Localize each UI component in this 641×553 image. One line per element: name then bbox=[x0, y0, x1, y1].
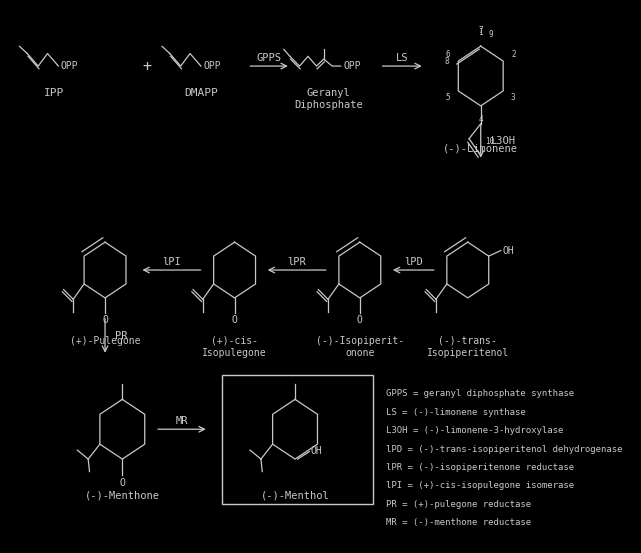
Text: +: + bbox=[142, 59, 151, 74]
Text: lPR = (-)-isopiperitenone reductase: lPR = (-)-isopiperitenone reductase bbox=[386, 463, 574, 472]
Text: IPP: IPP bbox=[44, 88, 64, 98]
Text: 3: 3 bbox=[511, 93, 515, 102]
Text: lPR: lPR bbox=[287, 257, 306, 267]
Text: (-)-Menthone: (-)-Menthone bbox=[85, 491, 160, 501]
Bar bbox=[222, 374, 373, 504]
Text: GPPS: GPPS bbox=[256, 53, 281, 63]
Text: PR: PR bbox=[115, 331, 128, 341]
Text: (-)-Limonene: (-)-Limonene bbox=[443, 144, 518, 154]
Text: OH: OH bbox=[502, 246, 514, 255]
Text: lPI = (+)-cis-isopulegone isomerase: lPI = (+)-cis-isopulegone isomerase bbox=[386, 482, 574, 491]
Text: LS: LS bbox=[396, 53, 408, 63]
Text: 4: 4 bbox=[478, 115, 483, 124]
Text: 9: 9 bbox=[489, 30, 494, 39]
Text: (+)-Pulegone: (+)-Pulegone bbox=[70, 336, 140, 346]
Text: OH: OH bbox=[311, 446, 322, 456]
Text: O: O bbox=[102, 315, 108, 325]
Text: L3OH: L3OH bbox=[491, 135, 516, 145]
Text: O: O bbox=[357, 315, 363, 325]
Text: lPI: lPI bbox=[162, 257, 181, 267]
Text: 2: 2 bbox=[511, 50, 515, 59]
Text: MR = (-)-menthone reductase: MR = (-)-menthone reductase bbox=[386, 518, 531, 527]
Text: OPP: OPP bbox=[343, 61, 361, 71]
Text: (+)-cis-
Isopulegone: (+)-cis- Isopulegone bbox=[203, 336, 267, 358]
Text: MR: MR bbox=[176, 416, 188, 426]
Text: (-)-Menthol: (-)-Menthol bbox=[261, 491, 329, 501]
Text: O: O bbox=[231, 315, 238, 325]
Text: LS = (-)-limonene synthase: LS = (-)-limonene synthase bbox=[386, 408, 526, 417]
Text: O: O bbox=[119, 478, 125, 488]
Text: (-)-trans-
Isopiperitenol: (-)-trans- Isopiperitenol bbox=[427, 336, 509, 358]
Text: L3OH = (-)-limonene-3-hydroxylase: L3OH = (-)-limonene-3-hydroxylase bbox=[386, 426, 563, 435]
Text: 8: 8 bbox=[445, 56, 449, 66]
Text: 10: 10 bbox=[485, 137, 494, 146]
Text: OPP: OPP bbox=[61, 61, 79, 71]
Text: 7: 7 bbox=[478, 26, 483, 35]
Text: lPD: lPD bbox=[404, 257, 423, 267]
Text: lPD = (-)-trans-isopiperitenol dehydrogenase: lPD = (-)-trans-isopiperitenol dehydroge… bbox=[386, 445, 622, 453]
Text: 6: 6 bbox=[446, 50, 451, 59]
Text: GPPS = geranyl diphosphate synthase: GPPS = geranyl diphosphate synthase bbox=[386, 389, 574, 398]
Text: DMAPP: DMAPP bbox=[184, 88, 218, 98]
Text: (-)-Isopiperit-
onone: (-)-Isopiperit- onone bbox=[316, 336, 404, 358]
Text: 5: 5 bbox=[446, 93, 451, 102]
Text: PR = (+)-pulegone reductase: PR = (+)-pulegone reductase bbox=[386, 500, 531, 509]
Text: OPP: OPP bbox=[203, 61, 221, 71]
Text: Geranyl
Diphosphate: Geranyl Diphosphate bbox=[294, 88, 363, 111]
Text: 1: 1 bbox=[478, 28, 483, 37]
